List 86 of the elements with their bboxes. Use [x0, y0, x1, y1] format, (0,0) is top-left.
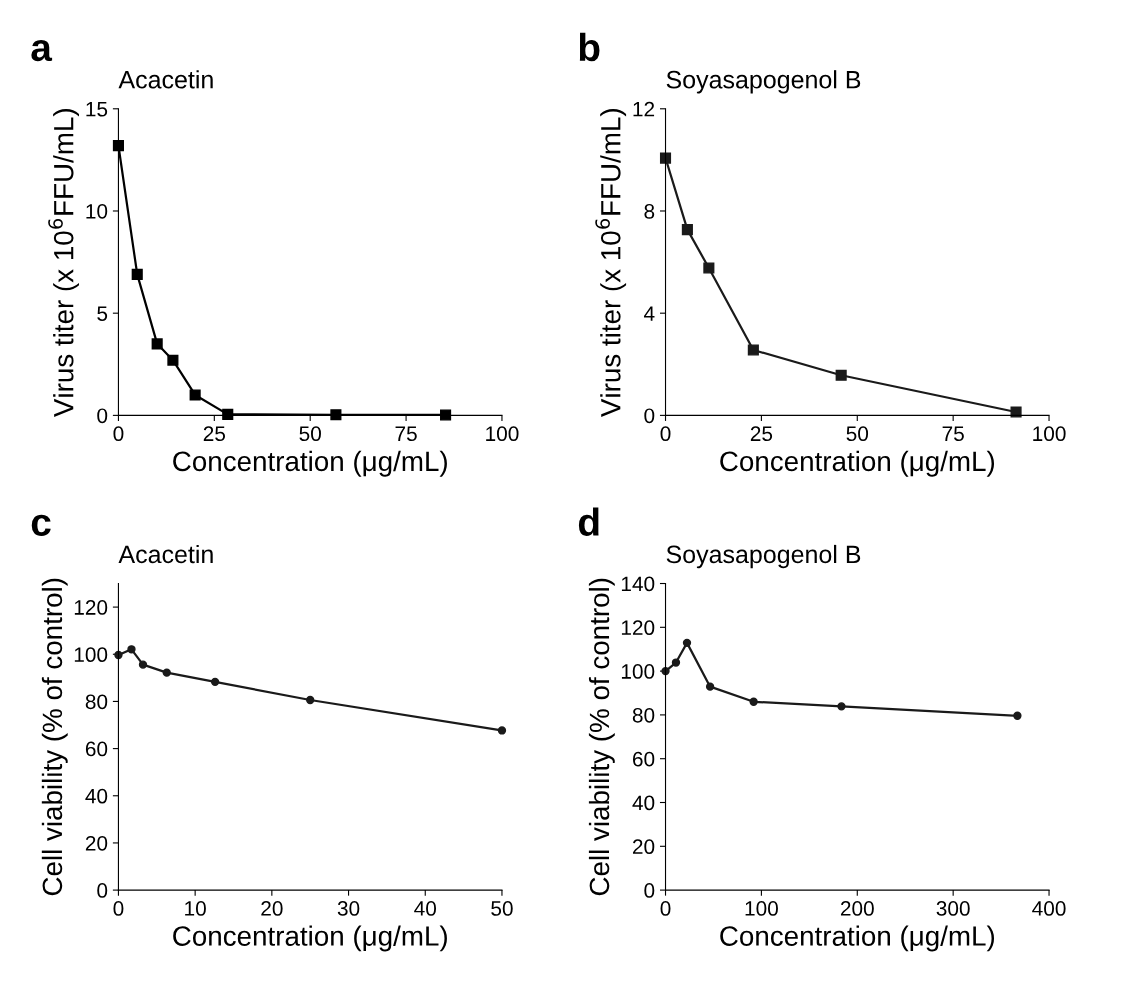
chart-title: Acacetin [118, 544, 213, 564]
point [131, 268, 143, 280]
y-tick-label: 40 [632, 795, 655, 811]
x-tick-label: 25 [750, 426, 773, 442]
point [189, 389, 201, 401]
point [138, 660, 148, 669]
y-tick-label: 5 [97, 306, 108, 321]
y-tick-label: 4 [644, 306, 655, 321]
x-tick-label: 30 [337, 901, 360, 916]
y-tick-label: 8 [644, 203, 655, 219]
point [151, 338, 163, 350]
point [682, 638, 692, 648]
x-tick-label: 50 [299, 426, 321, 442]
x-tick-label: 200 [840, 901, 874, 916]
x-tick-label: 75 [395, 426, 417, 442]
x-tick-label: 0 [113, 426, 124, 442]
point [440, 409, 452, 421]
point [1013, 711, 1022, 720]
chart-title: Soyasapogenol B [666, 544, 861, 569]
y-axis-title: Cell viability (% of control) [41, 578, 68, 896]
x-tick-label: 40 [414, 901, 437, 916]
point [222, 408, 234, 420]
point [162, 668, 171, 677]
x-tick-label: 100 [1033, 426, 1066, 442]
text: a [31, 39, 53, 62]
y-tick-label: 20 [85, 835, 108, 851]
point [112, 140, 124, 152]
y-tick-label: 120 [74, 600, 108, 615]
x-tick-label: 100 [486, 426, 519, 442]
x-tick-label: 10 [185, 901, 206, 916]
point [306, 695, 315, 705]
x-axis-title: Concentration (μg/mL) [173, 450, 447, 477]
y-tick-label: 100 [74, 647, 108, 663]
point [210, 677, 220, 687]
text: b [579, 32, 600, 62]
y-tick-label: 100 [621, 664, 655, 679]
x-tick-label: 400 [1032, 901, 1066, 916]
y-tick-label: 80 [632, 707, 655, 723]
x-tick-label: 25 [203, 426, 226, 442]
x-tick-label: 0 [113, 901, 124, 916]
point [835, 369, 847, 381]
y-tick-label: 60 [632, 751, 655, 767]
y-tick-label: 10 [86, 203, 108, 219]
point [671, 658, 681, 667]
y-tick-label: 140 [621, 576, 655, 592]
point [705, 682, 715, 691]
x-tick-label: 50 [491, 901, 513, 916]
x-axis-title: Concentration (μg/mL) [173, 925, 447, 952]
point [497, 726, 507, 735]
chart-title: Acacetin [118, 70, 213, 89]
text: d [578, 507, 599, 536]
x-tick-label: 100 [745, 901, 778, 916]
point [330, 409, 342, 421]
y-tick-label: 15 [86, 102, 108, 117]
x-tick-label: 20 [261, 901, 283, 916]
x-tick-label: 0 [660, 901, 671, 916]
y-axis-title: Virus titer (x 10$^{6}$FFU/mL) [48, 109, 79, 417]
y-tick-label: 0 [644, 883, 655, 898]
y-tick-label: 60 [85, 741, 108, 757]
y-tick-label: 80 [85, 694, 108, 710]
text: c [31, 514, 51, 536]
x-tick-label: 75 [942, 426, 964, 442]
point [703, 262, 715, 274]
y-axis-title: Virus titer (x 10$^{6}$FFU/mL) [595, 109, 627, 417]
y-tick-label: 20 [632, 839, 655, 855]
point [837, 702, 846, 711]
x-tick-label: 0 [660, 426, 671, 442]
y-tick-label: 0 [644, 408, 655, 424]
point [127, 645, 136, 654]
point [749, 697, 758, 706]
point [681, 224, 693, 236]
x-tick-label: 300 [936, 901, 970, 916]
y-tick-label: 40 [85, 788, 108, 804]
y-tick-label: 120 [621, 620, 655, 636]
y-axis-title: Cell viability (% of control) [588, 578, 615, 896]
x-tick-label: 50 [846, 426, 869, 442]
x-axis-title: Concentration (μg/mL) [720, 925, 995, 952]
x-axis-title: Concentration (μg/mL) [720, 450, 995, 477]
point [659, 152, 672, 164]
chart-title: Soyasapogenol B [666, 70, 861, 94]
y-tick-label: 0 [97, 408, 108, 424]
point [747, 344, 759, 356]
point [167, 354, 179, 366]
point [1010, 406, 1022, 418]
y-tick-label: 12 [633, 101, 655, 117]
y-tick-label: 0 [97, 883, 108, 898]
